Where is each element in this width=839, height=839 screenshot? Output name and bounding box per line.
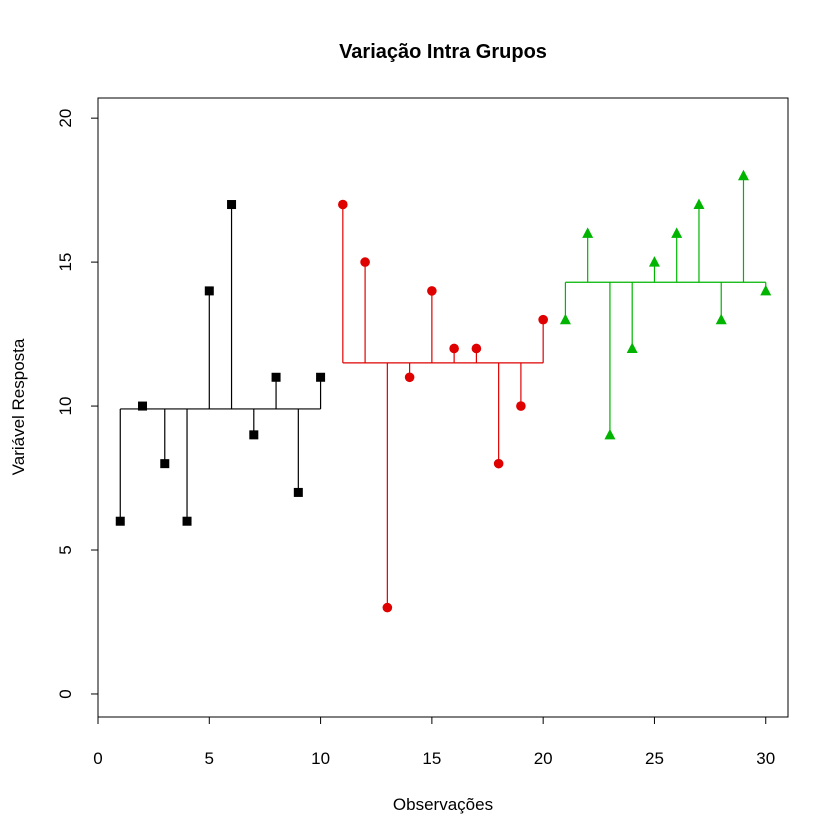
- x-tick-label: 5: [205, 749, 214, 768]
- data-point: [559, 313, 571, 325]
- y-tick-label: 10: [56, 397, 75, 416]
- x-tick-label: 20: [534, 749, 553, 768]
- y-tick-label: 15: [56, 253, 75, 272]
- data-point: [404, 372, 415, 383]
- y-axis: 0 5 10 15 20: [56, 109, 99, 699]
- y-tick-label: 5: [56, 545, 75, 554]
- data-point: [693, 198, 705, 210]
- data-point: [737, 169, 749, 181]
- data-point: [626, 342, 638, 353]
- x-axis-label: Observações: [393, 795, 493, 814]
- data-point: [493, 458, 504, 469]
- group-3: [559, 169, 772, 440]
- data-point: [604, 428, 616, 440]
- x-tick-label: 10: [311, 749, 330, 768]
- data-point: [138, 401, 148, 411]
- data-point: [293, 487, 303, 497]
- data-point: [160, 459, 170, 469]
- data-point: [449, 343, 459, 354]
- data-point: [427, 286, 437, 296]
- data-point: [671, 227, 683, 238]
- x-tick-label: 0: [93, 749, 102, 768]
- data-point: [382, 602, 393, 613]
- data-groups: [115, 169, 772, 613]
- data-point: [115, 516, 125, 526]
- data-point: [271, 372, 281, 382]
- data-point: [715, 313, 727, 325]
- group-1: [115, 200, 326, 526]
- group-2: [338, 199, 548, 613]
- data-point: [338, 199, 348, 210]
- x-tick-label: 25: [645, 749, 664, 768]
- x-axis: 0 5 10 15 20 25 30: [93, 716, 775, 768]
- plot-box: [97, 97, 789, 718]
- data-point: [249, 430, 259, 440]
- chart-title: Variação Intra Grupos: [339, 41, 547, 63]
- data-point: [516, 401, 526, 411]
- data-point: [471, 343, 482, 354]
- x-tick-label: 30: [756, 749, 775, 768]
- y-tick-label: 0: [56, 689, 75, 698]
- x-tick-label: 15: [422, 749, 441, 768]
- data-point: [760, 284, 772, 296]
- data-point: [204, 286, 214, 296]
- data-point: [360, 257, 370, 267]
- data-point: [648, 256, 660, 267]
- y-axis-label: Variável Resposta: [9, 338, 28, 475]
- y-tick-label: 20: [56, 109, 75, 128]
- data-point: [582, 227, 594, 238]
- data-point: [182, 516, 192, 526]
- data-point: [227, 200, 237, 210]
- data-point: [538, 314, 548, 325]
- data-point: [316, 372, 326, 382]
